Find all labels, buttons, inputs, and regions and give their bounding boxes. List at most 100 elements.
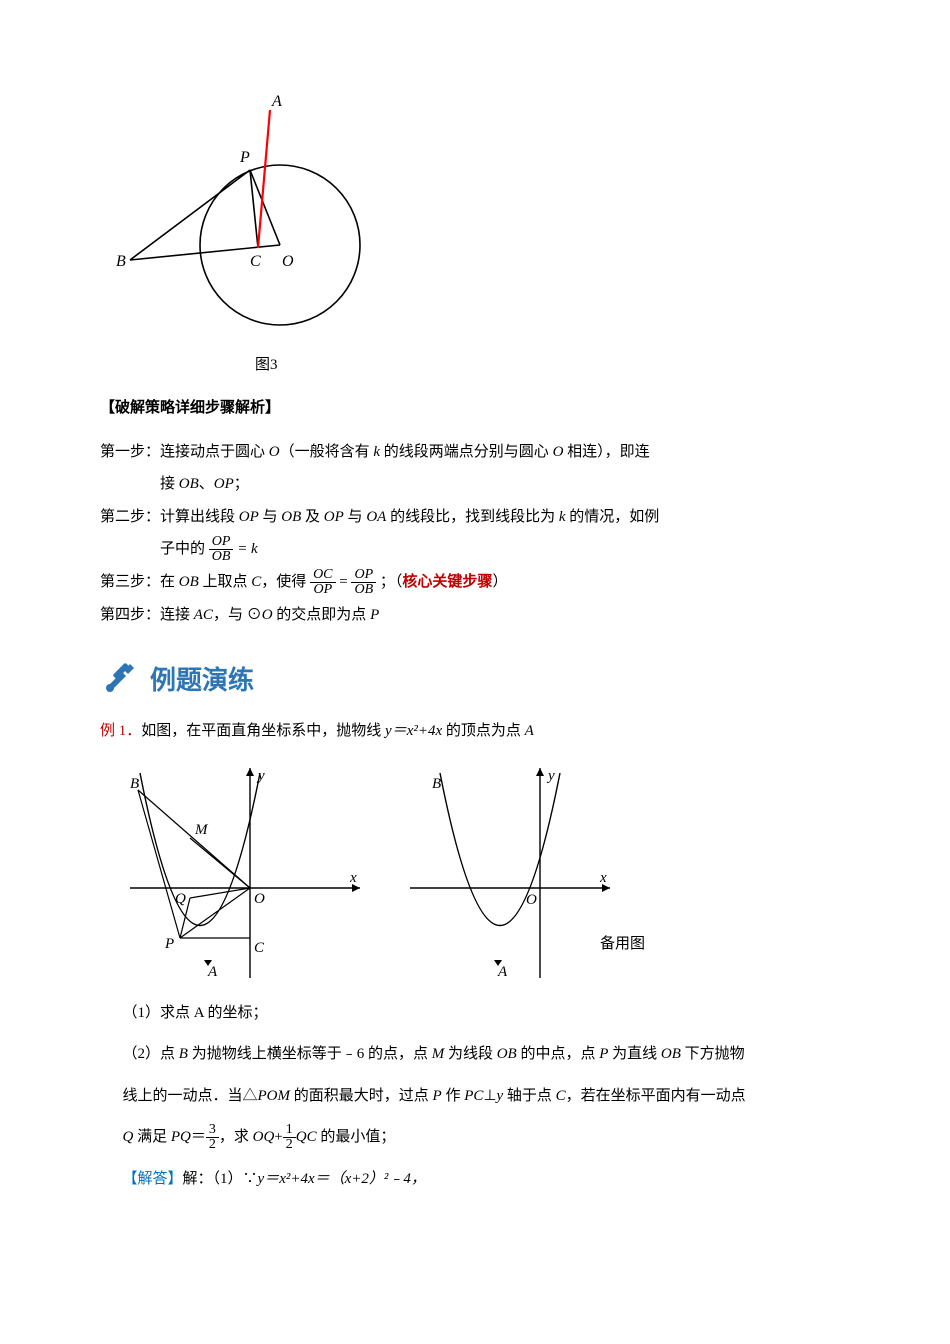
den: 2 <box>206 1138 219 1152</box>
text: 子中的 <box>160 541 205 557</box>
var-P: P <box>370 607 379 623</box>
v: P <box>433 1088 442 1104</box>
fraction: 32 <box>206 1123 219 1152</box>
text: ） <box>492 574 507 590</box>
key-step-label: 核心关键步骤 <box>402 574 492 590</box>
text: 的线段两端点分别与圆心 <box>380 444 553 460</box>
label-B: B <box>432 776 441 792</box>
seg-AC: AC <box>194 607 213 623</box>
var-A: A <box>525 723 534 739</box>
text: 、 <box>199 476 214 492</box>
t: 为抛物线上横坐标等于﹣6 的点，点 <box>188 1046 432 1062</box>
label-B: B <box>130 776 139 792</box>
text: 与 <box>344 509 367 525</box>
graph-left: M B Q P A O C x y <box>120 758 370 988</box>
question-2-line3: Q 满足 PQ＝32，求 OQ+12QC 的最小值； <box>100 1122 850 1154</box>
equals: = <box>339 574 351 590</box>
label-x: x <box>599 870 607 886</box>
text: 的情况，如例 <box>566 509 660 525</box>
section-header: 例题演练 <box>100 656 850 707</box>
v: POM <box>258 1088 291 1104</box>
v: OQ <box>253 1129 275 1145</box>
text: 第一步：连接动点于圆心 <box>100 444 269 460</box>
section-title: 例题演练 <box>150 656 254 705</box>
text: 相连），即连 <box>563 444 649 460</box>
text: 的交点即为点 <box>273 607 371 623</box>
fraction: OPOB <box>209 535 234 564</box>
var-k: k <box>559 509 566 525</box>
label-A: A <box>207 964 218 980</box>
label-O: O <box>254 891 265 907</box>
step-2-cont: 子中的 OPOB = k <box>100 535 850 564</box>
label-P: P <box>239 149 250 166</box>
example-1: 例 1．如图，在平面直角坐标系中，抛物线 y＝x²+4x 的顶点为点 A <box>100 716 850 1195</box>
t: 为线段 <box>444 1046 497 1062</box>
label-A: A <box>271 93 282 110</box>
var-O: O <box>269 444 280 460</box>
t: ＝ <box>191 1129 206 1145</box>
fraction: 12 <box>283 1123 296 1152</box>
seg-OB: OB <box>179 476 199 492</box>
num: 3 <box>206 1123 219 1138</box>
seg: OB <box>179 574 199 590</box>
t: ⊥ <box>483 1088 496 1104</box>
var-O: O <box>262 607 273 623</box>
solution-line: 【解答】解：（1）∵y＝x²+4x＝（x+2）²﹣4， <box>100 1164 850 1196</box>
text: 的线段比，找到线段比为 <box>386 509 559 525</box>
den: 2 <box>283 1138 296 1152</box>
label-A: A <box>497 964 508 980</box>
label-C: C <box>250 253 261 270</box>
equation: y＝x²+4x <box>385 723 442 739</box>
equals-k: = k <box>237 541 258 557</box>
v: M <box>432 1046 445 1062</box>
figure-3-caption: 图3 <box>110 351 850 380</box>
t: 为直线 <box>608 1046 661 1062</box>
text: 第四步：连接 <box>100 607 194 623</box>
t: （2）点 <box>123 1046 179 1062</box>
seg: OP <box>239 509 259 525</box>
text: 及 <box>301 509 324 525</box>
figure-3: A P B C O 图3 <box>100 90 850 379</box>
v: QC <box>296 1129 317 1145</box>
numerator: OP <box>351 568 376 583</box>
seg: OB <box>281 509 301 525</box>
t: 解：（1）∵ <box>183 1171 258 1187</box>
fraction: OCOP <box>310 568 335 597</box>
label-P: P <box>164 936 174 952</box>
strategy-steps: 第一步：连接动点于圆心 O（一般将含有 k 的线段两端点分别与圆心 O 相连），… <box>100 438 850 630</box>
graph-row: M B Q P A O C x y B A O <box>120 758 850 988</box>
label-C: C <box>254 940 265 956</box>
example-label: 例 1． <box>100 723 141 739</box>
label-B: B <box>116 253 126 270</box>
text: 第三步：在 <box>100 574 179 590</box>
solution-label: 【解答】 <box>123 1171 183 1187</box>
t: 下方抛物 <box>681 1046 745 1062</box>
label-x: x <box>349 870 357 886</box>
question-1: （1）求点 A 的坐标； <box>100 998 850 1030</box>
v: C <box>556 1088 566 1104</box>
v: Q <box>123 1129 134 1145</box>
text: 如图，在平面直角坐标系中，抛物线 <box>141 723 385 739</box>
text: 的顶点为点 <box>442 723 525 739</box>
label-y: y <box>546 768 555 784</box>
question-2-line1: （2）点 B 为抛物线上横坐标等于﹣6 的点，点 M 为线段 OB 的中点，点 … <box>100 1039 850 1071</box>
graph-right: B A O x y 备用图 <box>400 758 660 988</box>
label-O: O <box>282 253 294 270</box>
step-1-cont: 接 OB、OP； <box>100 470 850 499</box>
text: 第二步：计算出线段 <box>100 509 239 525</box>
backup-caption: 备用图 <box>600 935 645 952</box>
strategy-heading: 【破解策略详细步骤解析】 <box>100 394 850 423</box>
label-M: M <box>194 822 209 838</box>
v: PC <box>464 1088 483 1104</box>
label-Q: Q <box>175 891 186 907</box>
text: ；（ <box>380 574 403 590</box>
t: ，若在坐标平面内有一动点 <box>566 1088 746 1104</box>
t: 满足 <box>133 1129 171 1145</box>
equation: y＝x²+4x＝（x+2）²﹣4， <box>258 1171 426 1187</box>
denominator: OB <box>351 583 376 597</box>
v: B <box>179 1046 188 1062</box>
text: ，使得 <box>261 574 310 590</box>
t: 作 <box>442 1088 465 1104</box>
step-1: 第一步：连接动点于圆心 O（一般将含有 k 的线段两端点分别与圆心 O 相连），… <box>100 438 850 467</box>
question-2-line2: 线上的一动点．当△POM 的面积最大时，过点 P 作 PC⊥y 轴于点 C，若在… <box>100 1081 850 1113</box>
